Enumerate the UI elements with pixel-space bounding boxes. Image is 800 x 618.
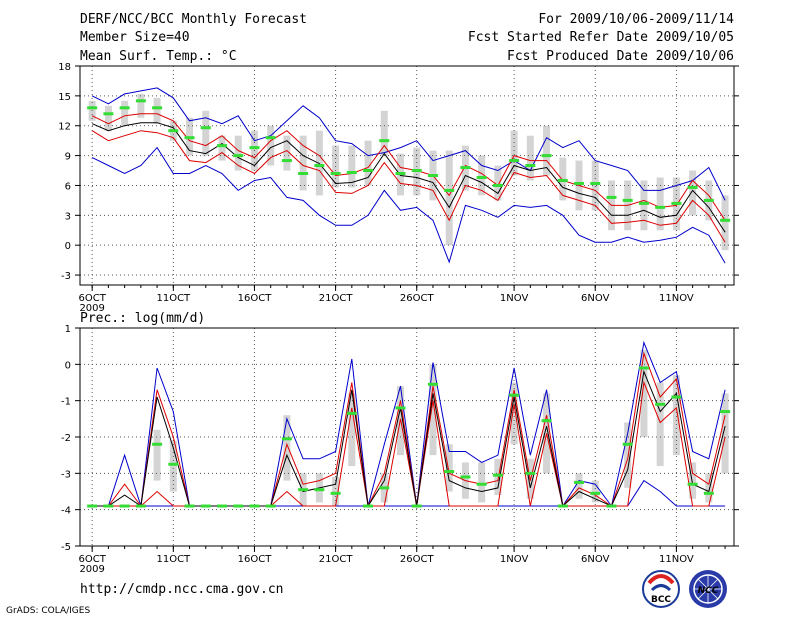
member-size: Member Size=40 bbox=[80, 30, 190, 45]
prec-ytick-label: -1 bbox=[61, 397, 71, 408]
temp-ytick-label: 0 bbox=[65, 241, 71, 252]
grads-credit: GrADS: COLA/IGES bbox=[6, 606, 90, 616]
prec-box bbox=[494, 458, 502, 496]
prec-box bbox=[591, 480, 599, 503]
temp-box bbox=[591, 160, 599, 211]
temp-box bbox=[153, 97, 161, 124]
temp-box bbox=[364, 140, 372, 186]
prec-box bbox=[169, 440, 177, 492]
temp-xtick-label: 26OCT bbox=[400, 293, 435, 304]
temp-box bbox=[104, 105, 112, 131]
bcc-logo: BCC bbox=[642, 570, 680, 608]
variable-label: Mean Surf. Temp.: °C bbox=[80, 49, 237, 64]
prec-box bbox=[478, 462, 486, 503]
prec-xtick-label: 16OCT bbox=[238, 554, 273, 565]
temp-xtick-label: 11NOV bbox=[659, 293, 694, 304]
temp-box bbox=[689, 170, 697, 216]
temp-ytick-label: 6 bbox=[65, 181, 71, 192]
temp-xtick-label: 16OCT bbox=[238, 293, 273, 304]
temp-xtick-label: 2009 bbox=[79, 303, 104, 314]
prec-xtick-label: 2009 bbox=[79, 564, 104, 575]
temp-box bbox=[721, 195, 729, 251]
temp-ytick-label: 3 bbox=[65, 211, 71, 222]
temp-box bbox=[640, 180, 648, 231]
precip-label: Prec.: log(mm/d) bbox=[80, 311, 205, 326]
prec-ytick-label: -4 bbox=[61, 506, 71, 517]
prec-ytick-label: -2 bbox=[61, 433, 71, 444]
temp-box bbox=[478, 155, 486, 196]
prec-box bbox=[705, 473, 713, 503]
temp-box bbox=[494, 165, 502, 201]
temp-xtick-label: 6OCT bbox=[79, 293, 107, 304]
temp-ytick-label: 9 bbox=[65, 152, 71, 163]
prec-box bbox=[689, 462, 697, 499]
prec-xtick-label: 21OCT bbox=[319, 554, 354, 565]
temp-frame bbox=[79, 65, 735, 286]
temp-box bbox=[380, 110, 388, 156]
temp-box bbox=[218, 135, 226, 161]
temp-box bbox=[267, 125, 275, 166]
prec-box bbox=[348, 393, 356, 467]
temp-xtick-label: 6NOV bbox=[581, 293, 610, 304]
prec-xtick-label: 1NOV bbox=[500, 554, 529, 565]
prec-box bbox=[332, 476, 340, 507]
prec-box bbox=[656, 382, 664, 467]
temp-box bbox=[202, 110, 210, 156]
temp-box bbox=[526, 135, 534, 181]
prec-box bbox=[721, 393, 729, 474]
prec-box bbox=[672, 375, 680, 456]
temp-ytick-label: 12 bbox=[58, 122, 71, 133]
temp-max-line bbox=[91, 87, 726, 201]
temp-ytick-label: 15 bbox=[58, 92, 71, 103]
temp-ytick-label: 18 bbox=[58, 62, 71, 73]
prec-box bbox=[640, 349, 648, 437]
prec-box bbox=[445, 444, 453, 492]
temp-box bbox=[121, 100, 129, 126]
ncc-logo: NCC bbox=[689, 570, 727, 608]
source-url[interactable]: http://cmdp.ncc.cma.gov.cn bbox=[80, 582, 284, 597]
temp-std-dn-line bbox=[91, 130, 726, 243]
temp-box bbox=[283, 135, 291, 171]
prec-ytick-label: -5 bbox=[61, 542, 71, 553]
prec-ytick-label: 0 bbox=[65, 360, 71, 371]
temp-mean-line bbox=[92, 122, 726, 233]
forecast-started: Fcst Started Refer Date 2009/10/05 bbox=[468, 30, 734, 45]
temp-box bbox=[445, 150, 453, 246]
prec-box bbox=[575, 473, 583, 499]
temp-ytick-label: -3 bbox=[61, 271, 71, 282]
prec-box bbox=[624, 422, 632, 488]
forecast-produced: Fcst Produced Date 2009/10/06 bbox=[507, 49, 734, 64]
prec-xtick-label: 26OCT bbox=[400, 554, 435, 565]
prec-xtick-label: 6NOV bbox=[581, 554, 610, 565]
prec-box bbox=[153, 429, 161, 481]
prec-ytick-label: 1 bbox=[65, 324, 71, 335]
chart-title: DERF/NCC/BCC Monthly Forecast bbox=[80, 12, 307, 27]
prec-box bbox=[429, 364, 437, 456]
prec-box bbox=[510, 382, 518, 445]
temp-box bbox=[543, 125, 551, 176]
bcc-logo-text: BCC bbox=[651, 595, 671, 605]
temp-box bbox=[234, 135, 242, 171]
prec-ytick-label: -3 bbox=[61, 469, 71, 480]
forecast-period: For 2009/10/06-2009/11/14 bbox=[538, 12, 734, 27]
ncc-logo-text: NCC bbox=[698, 586, 719, 596]
temp-box bbox=[299, 135, 307, 191]
temp-xtick-label: 11OCT bbox=[156, 293, 191, 304]
temp-box bbox=[656, 177, 664, 231]
prec-xtick-label: 6OCT bbox=[79, 554, 107, 565]
prec-xtick-label: 11OCT bbox=[156, 554, 191, 565]
temp-box bbox=[510, 130, 518, 176]
prec-mean-line bbox=[92, 369, 726, 508]
prec-box bbox=[283, 415, 291, 481]
temp-std-up-line bbox=[91, 113, 726, 221]
prec-xtick-label: 11NOV bbox=[659, 554, 694, 565]
temp-box bbox=[137, 93, 145, 118]
temp-xtick-label: 1NOV bbox=[500, 293, 529, 304]
temp-min-line bbox=[91, 146, 726, 264]
temp-box bbox=[348, 145, 356, 188]
temp-xtick-label: 21OCT bbox=[319, 293, 354, 304]
